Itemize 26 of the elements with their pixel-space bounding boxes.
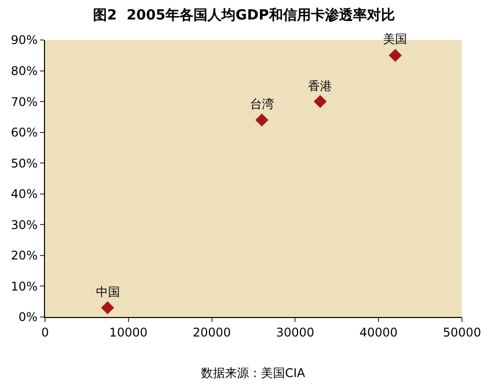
- x-tick-label: 30000: [276, 325, 314, 340]
- y-tick-label: 40%: [10, 187, 38, 202]
- point: [314, 95, 327, 108]
- y-tick-label: 30%: [10, 218, 38, 232]
- y-tick-label: 80%: [10, 64, 38, 78]
- x-tick-label: 40000: [360, 325, 398, 340]
- chart-title: 图2 2005年各国人均GDP和信用卡渗透率对比: [93, 6, 395, 24]
- point: [388, 48, 402, 62]
- y-tick-label: 50%: [10, 156, 38, 170]
- point: [101, 301, 114, 314]
- point: [255, 114, 268, 127]
- annotation: 美国: [383, 32, 407, 46]
- source-note: 数据来源：美国CIA: [201, 366, 306, 380]
- y-tick-label: 10%: [10, 279, 38, 294]
- y-tick-label: 70%: [10, 94, 38, 109]
- x-tick-label: 10000: [109, 325, 148, 340]
- y-tick-label: 60%: [10, 126, 38, 140]
- y-tick-label: 0%: [18, 310, 38, 324]
- x-tick-label: 0: [41, 325, 49, 340]
- x-tick-label: 20000: [192, 325, 231, 340]
- y-tick-label: 90%: [10, 33, 38, 48]
- y-tick-label: 20%: [10, 248, 38, 263]
- annotation: 中国: [96, 285, 120, 299]
- x-tick-label: 50000: [442, 325, 482, 340]
- annotation: 台湾: [250, 97, 274, 111]
- annotation: 香港: [308, 79, 332, 93]
